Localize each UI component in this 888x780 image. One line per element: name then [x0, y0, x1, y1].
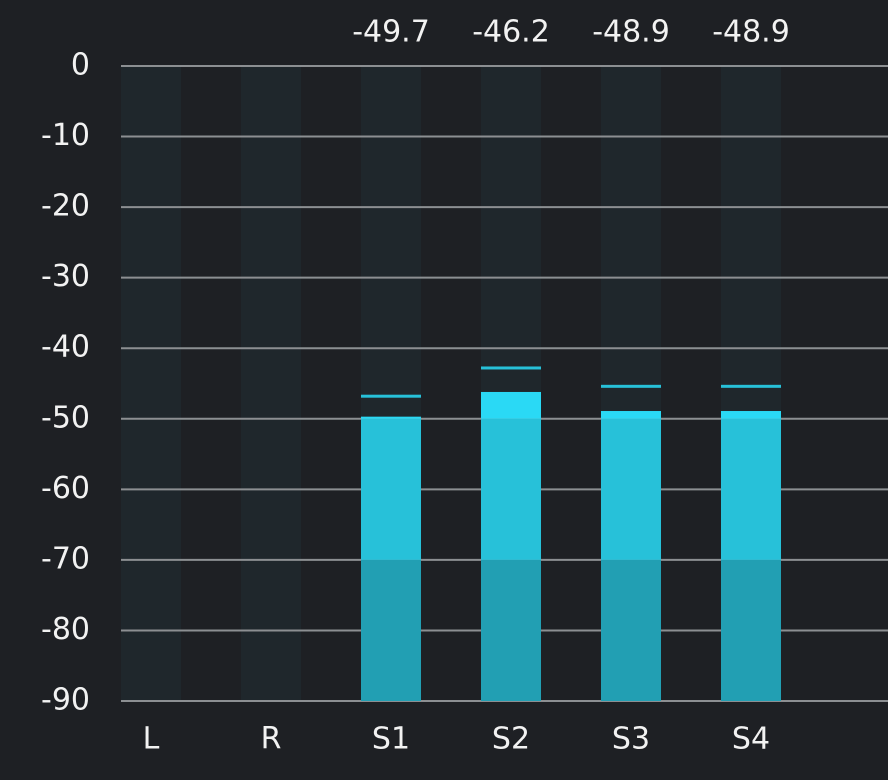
channel-label: S3	[612, 722, 650, 757]
level-segment	[361, 416, 421, 419]
y-tick-label: -70	[41, 541, 90, 576]
level-segment	[481, 418, 541, 560]
level-value-label: -49.7	[352, 15, 430, 50]
level-segment	[721, 559, 781, 701]
level-bar	[721, 411, 781, 701]
channel-label: S4	[732, 722, 770, 757]
y-tick-label: -60	[41, 471, 90, 506]
level-segment	[481, 559, 541, 701]
y-tick-label: -20	[41, 189, 90, 224]
y-tick-label: -30	[41, 259, 90, 294]
level-bar	[481, 391, 541, 701]
y-tick-label: -40	[41, 330, 90, 365]
y-tick-label: -80	[41, 612, 90, 647]
level-segment	[361, 418, 421, 560]
channel-label: R	[261, 722, 282, 757]
y-tick-label: 0	[71, 48, 90, 83]
peak-hold	[601, 384, 661, 388]
level-bar	[361, 416, 421, 701]
level-bar	[601, 411, 661, 701]
level-segment	[721, 411, 781, 419]
channel-label: S1	[372, 722, 410, 757]
level-value-label: -46.2	[472, 15, 550, 50]
level-segment	[601, 418, 661, 560]
y-tick-label: -10	[41, 118, 90, 153]
peak-hold	[481, 366, 541, 370]
channel-track	[241, 66, 301, 701]
channel-label: L	[143, 722, 160, 757]
level-segment	[361, 559, 421, 701]
channel-label: S2	[492, 722, 530, 757]
peak-hold	[361, 394, 421, 398]
y-tick-label: -50	[41, 400, 90, 435]
y-tick-label: -90	[41, 683, 90, 718]
level-segment	[601, 559, 661, 701]
peak-hold	[721, 384, 781, 388]
level-segment	[601, 411, 661, 419]
channel-track	[121, 66, 181, 701]
level-segment	[481, 391, 541, 419]
level-value-label: -48.9	[712, 15, 790, 50]
level-value-label: -48.9	[592, 15, 670, 50]
level-segment	[721, 418, 781, 560]
